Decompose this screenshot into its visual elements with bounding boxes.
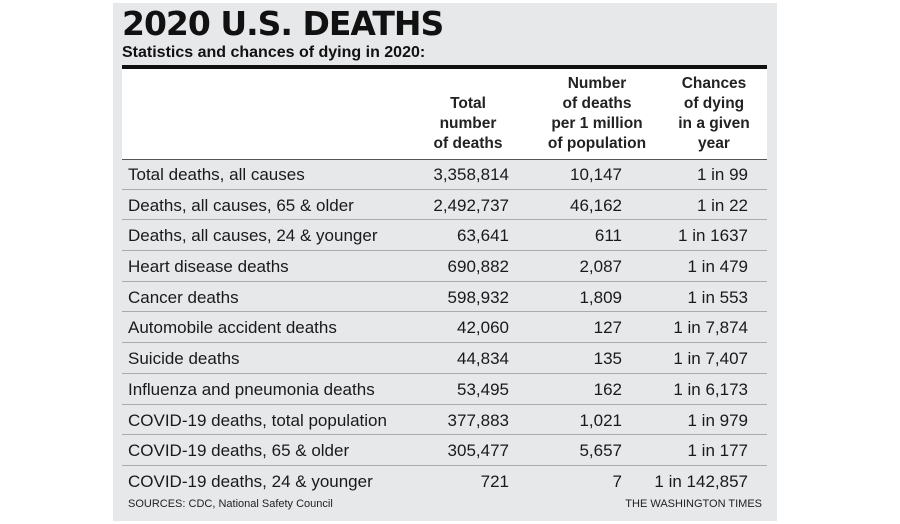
row-deaths-per-million: 1,809 [579,287,622,307]
row-deaths-per-million: 10,147 [570,165,622,184]
row-label: COVID-19 deaths, 65 & older [128,441,350,461]
row-total-deaths: 44,834 [457,349,509,369]
row-deaths-per-million: 2,087 [579,257,622,277]
header-chances-of-dying: Chances of dying in a given year [678,75,750,152]
table-body: Total deaths, all causes 3,358,814 10,147 1… [122,159,767,497]
row-total-deaths: 598,932 [447,287,509,307]
row-total-deaths: 3,358,814 [433,165,509,184]
row-total-deaths: 42,060 [457,318,509,338]
row-label: Deaths, all causes, 65 & older [128,195,354,215]
table-row: Deaths, all causes, 24 & younger 63,641 61… [122,220,767,252]
row-label: Heart disease deaths [128,257,289,277]
chart-title: 2020 U.S. DEATHS [122,4,444,43]
row-chance: 1 in 553 [687,287,749,307]
row-total-deaths: 63,641 [457,226,509,246]
row-total-deaths: 53,495 [457,379,509,399]
publisher-credit: THE WASHINGTON TIMES [625,498,762,510]
row-label: Total deaths, all causes [128,165,305,184]
table-row: Total deaths, all causes 3,358,814 10,147 1… [122,159,767,190]
row-chance: 1 in 6,173 [673,379,748,399]
row-deaths-per-million: 162 [593,379,622,399]
row-chance: 1 in 99 [696,165,748,184]
table-row: Heart disease deaths 690,882 2,087 1 in 479 [122,251,767,282]
row-total-deaths: 377,883 [447,410,509,430]
table-row: COVID-19 deaths, 24 & younger 721 7 1 in 14… [122,466,767,497]
row-total-deaths: 2,492,737 [433,195,509,215]
row-chance: 1 in 479 [687,257,749,277]
row-total-deaths: 305,477 [447,441,509,461]
row-label: COVID-19 deaths, 24 & younger [128,471,373,491]
chart-subtitle: Statistics and chances of dying in 2020: [122,44,426,61]
row-label: Automobile accident deaths [128,318,337,338]
table-header: Total number of deaths Number of deaths … [122,69,767,159]
row-deaths-per-million: 135 [593,349,622,369]
header-rule [122,65,767,69]
row-deaths-per-million: 127 [593,318,622,338]
row-chance: 1 in 979 [687,410,749,430]
header-deaths-per-million: Number of deaths per 1 million of popula… [547,75,647,152]
table-row: Cancer deaths 598,932 1,809 1 in 553 [122,282,767,313]
table-row: Suicide deaths 44,834 135 1 in 7,407 [122,343,767,374]
row-label: Suicide deaths [128,349,240,369]
row-deaths-per-million: 611 [594,226,622,246]
row-deaths-per-million: 7 [612,471,622,491]
row-total-deaths: 690,882 [447,257,509,277]
row-label: Cancer deaths [128,287,239,307]
row-label: COVID-19 deaths, total population [128,410,387,430]
source-note: SOURCES: CDC, National Safety Council [128,498,333,510]
row-chance: 1 in 177 [687,441,749,461]
table-row: COVID-19 deaths, 65 & older 305,477 5,657 1… [122,435,767,466]
row-label: Deaths, all causes, 24 & younger [128,226,378,246]
row-deaths-per-million: 5,657 [579,441,622,461]
header-total-deaths: Total number of deaths [433,95,503,152]
row-total-deaths: 721 [480,471,509,491]
table-row: COVID-19 deaths, total population 377,883… [122,405,767,436]
row-label: Influenza and pneumonia deaths [128,379,375,399]
row-deaths-per-million: 46,162 [570,195,622,215]
header-divider [122,159,767,160]
row-deaths-per-million: 1,021 [579,410,622,430]
table-row: Automobile accident deaths 42,060 127 1 in … [122,312,767,344]
row-chance: 1 in 1637 [678,226,748,246]
row-chance: 1 in 142,857 [654,471,748,491]
table-row: Influenza and pneumonia deaths 53,495 162 1… [122,374,767,405]
table-row: Deaths, all causes, 65 & older 2,492,737 4… [122,190,767,221]
row-chance: 1 in 22 [696,195,748,215]
row-chance: 1 in 7,407 [673,349,748,369]
row-chance: 1 in 7,874 [673,318,748,338]
